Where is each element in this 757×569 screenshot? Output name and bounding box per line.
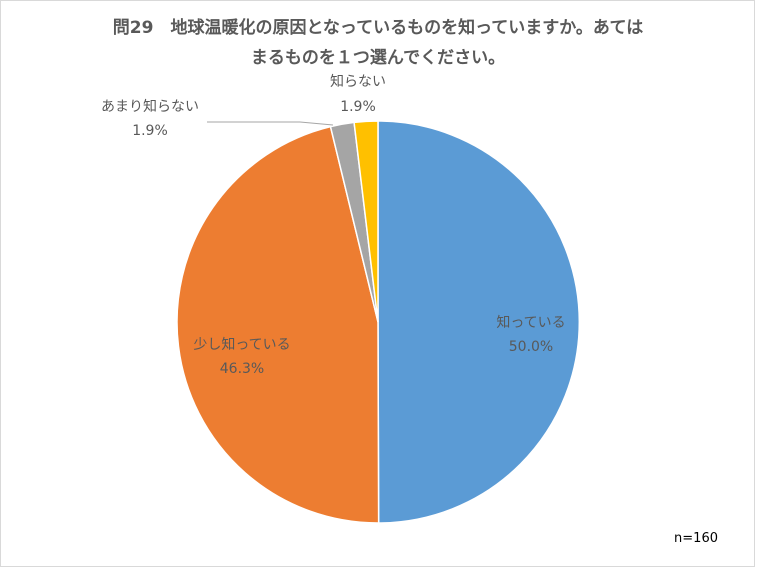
slice-value-shiranai: 1.9% [340,99,376,115]
slice-value-amari: 1.9% [132,123,168,139]
leader-line-amari [207,121,334,126]
chart-title-line-2: まるものを１つ選んでください。 [251,48,505,68]
chart-title-line-1: 問29 地球温暖化の原因となっているものを知っていますか。あては [113,17,643,38]
sample-size-note: n=160 [674,531,718,546]
slice-value-sukoshi: 46.3% [220,361,264,377]
slice-label-amari: あまり知らない [101,98,199,115]
slice-label-shitteiru: 知っている [496,314,565,331]
pie-slice-shitteiru [377,120,581,524]
pie-slice-sukoshi [176,125,380,524]
pie-slice-shiranai [353,120,379,323]
slice-label-shiranai: 知らない [330,73,386,90]
slice-label-sukoshi: 少し知っている [193,336,290,353]
slice-value-shitteiru: 50.0% [509,339,553,355]
